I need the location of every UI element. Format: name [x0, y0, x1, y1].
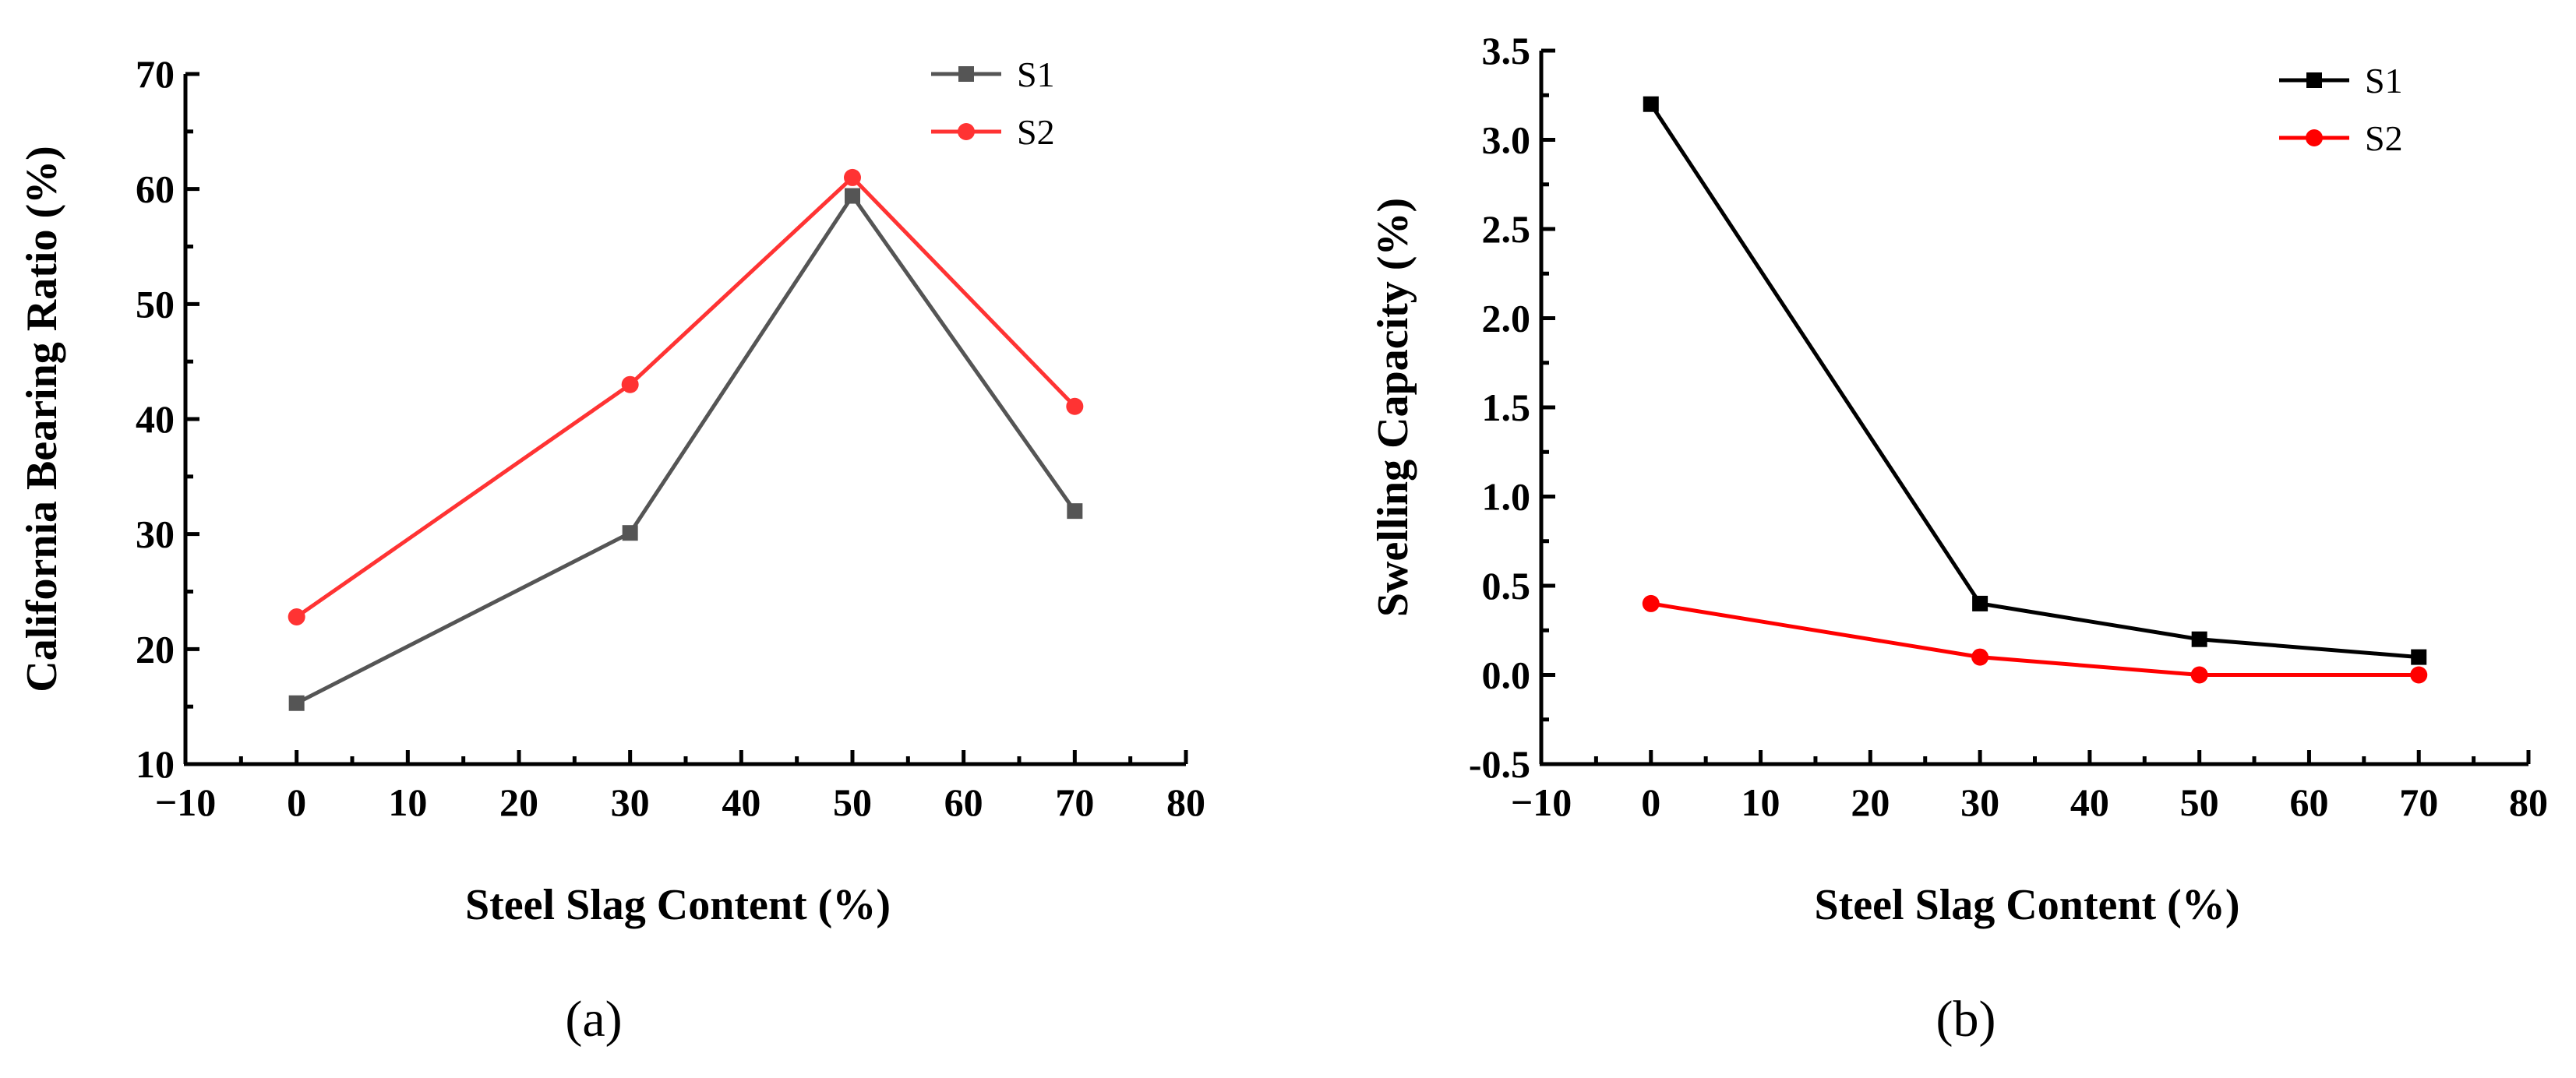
x-tick-label: 70 — [1055, 780, 1094, 824]
x-tick-label: 80 — [2509, 780, 2548, 824]
legend-label-s2: S2 — [2365, 118, 2403, 158]
data-point-s2 — [2410, 666, 2428, 684]
chart-b: −10 0 10 20 30 40 50 60 70 80 -0.5 0.0 0.5 1.0 1.5 2.0 2… — [1369, 29, 2548, 1048]
data-point-s1 — [2191, 631, 2207, 647]
data-point-s2 — [621, 375, 639, 393]
legend-marker-s1 — [958, 66, 974, 82]
x-tick-label: 40 — [2070, 780, 2109, 824]
data-point-s1 — [1067, 503, 1083, 520]
data-point-s2 — [1066, 397, 1084, 415]
series-line-s2 — [295, 175, 1077, 619]
x-tick-label: 10 — [388, 780, 427, 824]
x-tick-label: 20 — [1851, 780, 1890, 824]
legend-label-s2: S2 — [1017, 112, 1055, 152]
x-tick-label: 30 — [1960, 780, 1999, 824]
series-line-s1 — [1649, 103, 2419, 660]
x-tick-label: −10 — [155, 780, 217, 824]
x-tick-label: 80 — [1166, 780, 1205, 824]
data-point-s2 — [1642, 594, 1660, 612]
legend-label-s1: S1 — [1017, 55, 1055, 94]
data-point-s1 — [2411, 649, 2427, 665]
series-line-s2 — [1650, 601, 2419, 677]
x-tick-label: 50 — [833, 780, 872, 824]
legend-label-s1: S1 — [2365, 61, 2403, 100]
x-tick-label: 30 — [611, 780, 650, 824]
x-tick-label: 70 — [2399, 780, 2438, 824]
x-axis-title: Steel Slag Content (%) — [465, 881, 891, 929]
x-tick-label: 10 — [1741, 780, 1780, 824]
x-tick-label: 40 — [722, 780, 760, 824]
data-point-s2 — [288, 608, 305, 625]
legend-marker-s2 — [2306, 129, 2323, 146]
data-point-s1 — [288, 695, 305, 711]
series-line-s1 — [295, 194, 1077, 705]
x-tick-label: 60 — [944, 780, 983, 824]
panel-label: (b) — [1936, 991, 1996, 1048]
chart-a: −10 0 10 20 30 40 50 60 70 80 10 20 30 40 50 60 70 Steel … — [18, 52, 1205, 1048]
x-tick-label: 0 — [1641, 780, 1660, 824]
legend-marker-s2 — [958, 123, 975, 140]
x-tick-label: 0 — [287, 780, 306, 824]
x-tick-label: 60 — [2289, 780, 2328, 824]
data-point-s1 — [1643, 96, 1659, 112]
panel-label: (a) — [565, 991, 622, 1048]
x-tick-label: 20 — [499, 780, 538, 824]
y-tick-label: 30 — [136, 513, 175, 556]
y-tick-label: 0.0 — [1482, 653, 1531, 697]
y-tick-label: -0.5 — [1469, 742, 1530, 786]
y-tick-label: 70 — [136, 52, 175, 96]
legend-marker-s1 — [2306, 72, 2322, 88]
data-point-s1 — [1972, 595, 1988, 611]
x-axis-title: Steel Slag Content (%) — [1815, 881, 2240, 929]
y-tick-label: 20 — [136, 627, 175, 671]
y-tick-label: 1.5 — [1482, 386, 1531, 429]
y-tick-label: 0.5 — [1482, 564, 1531, 608]
y-tick-label: 2.5 — [1482, 207, 1531, 251]
y-tick-label: 3.5 — [1482, 29, 1531, 72]
y-tick-label: 3.0 — [1482, 118, 1531, 162]
y-tick-label: 40 — [136, 397, 175, 441]
x-tick-label: −10 — [1511, 780, 1572, 824]
data-point-s1 — [845, 188, 860, 204]
data-point-s1 — [622, 525, 638, 541]
y-tick-label: 60 — [136, 167, 175, 211]
data-point-s2 — [2190, 666, 2208, 684]
y-tick-label: 2.0 — [1482, 297, 1531, 340]
x-tick-label: 50 — [2180, 780, 2219, 824]
y-tick-label: 1.0 — [1482, 475, 1531, 519]
y-axis-title: Swelling Capacity (%) — [1369, 198, 1417, 617]
y-axis-title: California Bearing Ratio (%) — [18, 146, 66, 692]
data-point-s2 — [1971, 648, 1989, 666]
y-tick-label: 50 — [136, 282, 175, 326]
data-point-s2 — [844, 168, 861, 186]
y-tick-label: 10 — [136, 742, 175, 786]
